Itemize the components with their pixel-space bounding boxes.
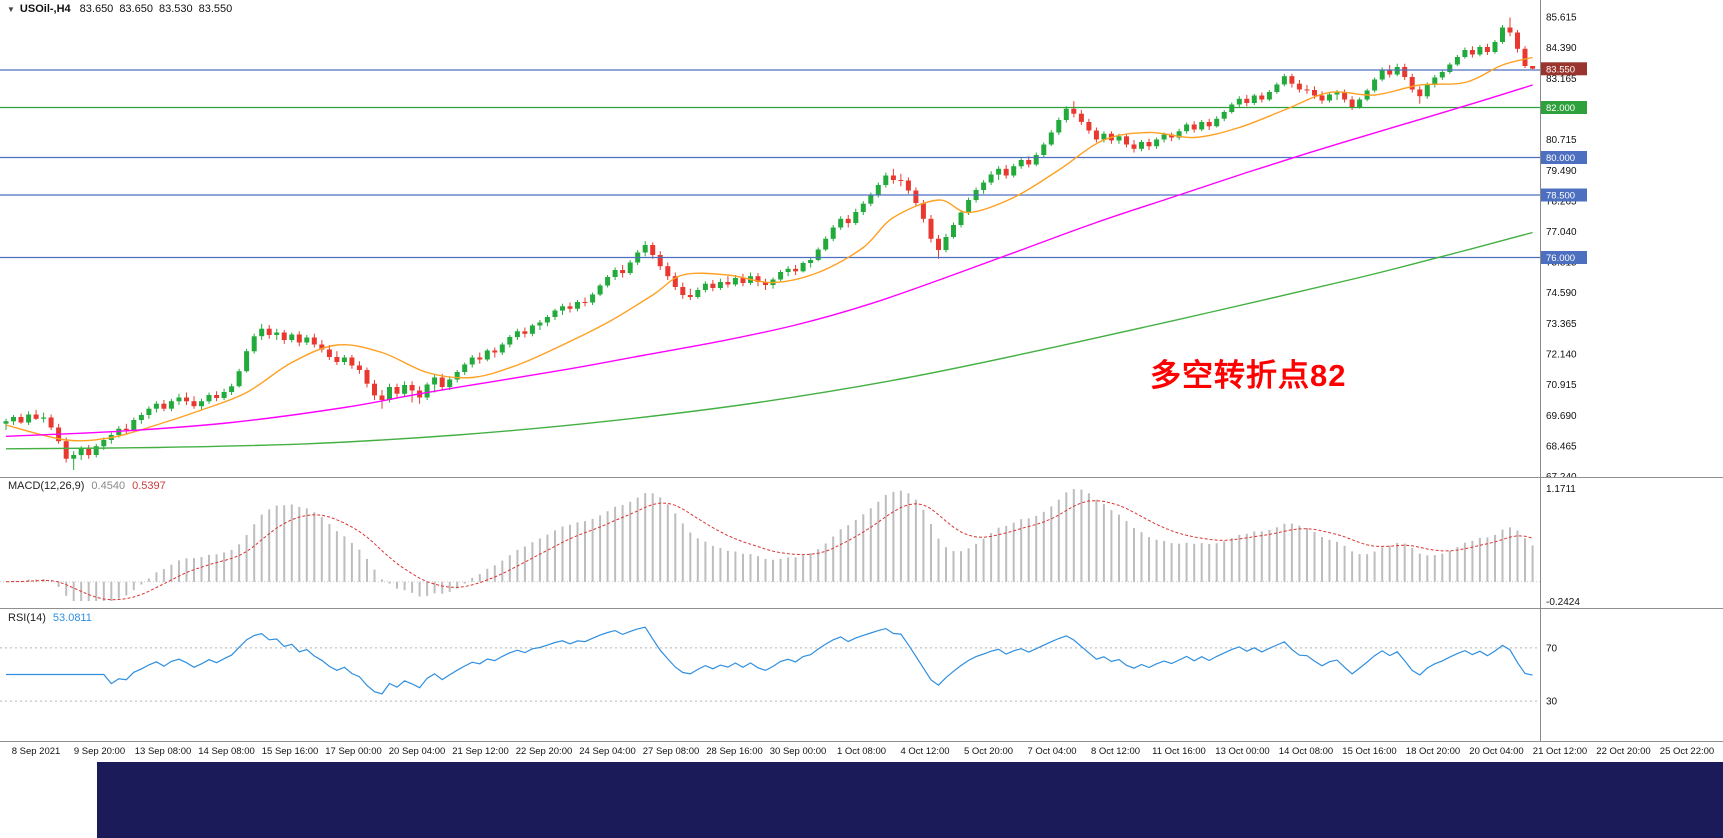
- candles: [3, 17, 1536, 470]
- price-badge: [1541, 251, 1587, 264]
- price-axis: 85.615 84.390 83.165 80.715 79.490 78.265 77.0…: [1541, 13, 1587, 478]
- svg-text:83.550: 83.550: [1546, 64, 1575, 75]
- moving-average-lines: [5, 56, 1533, 450]
- time-label: 22 Sep 20:00: [515, 746, 573, 757]
- time-label: 15 Oct 16:00: [1342, 746, 1397, 757]
- symbol-timeframe-label: USOil-,H4: [19, 3, 71, 15]
- svg-text:69.690: 69.690: [1546, 411, 1577, 422]
- price-badge: [1541, 151, 1587, 164]
- macd-name: MACD(12,26,9): [8, 480, 85, 492]
- time-label: 30 Sep 00:00: [769, 746, 827, 757]
- svg-text:78.500: 78.500: [1546, 191, 1575, 202]
- svg-text:83.165: 83.165: [1546, 74, 1577, 85]
- time-label: 11 Oct 16:00: [1152, 746, 1206, 757]
- time-label: 14 Sep 08:00: [198, 746, 255, 757]
- time-label: 13 Oct 00:00: [1215, 746, 1270, 757]
- svg-text:68.465: 68.465: [1546, 441, 1577, 452]
- time-label: 22 Oct 20:00: [1596, 746, 1651, 757]
- time-label: 4 Oct 12:00: [900, 746, 950, 757]
- time-label: 17 Sep 00:00: [325, 746, 382, 757]
- time-label: 14 Oct 08:00: [1278, 746, 1334, 757]
- chart-header: ▼ USOil-,H4 83.650 83.650 83.530 83.550: [7, 3, 232, 15]
- ohlc-low: 83.530: [158, 3, 193, 15]
- time-label: 27 Sep 08:00: [642, 746, 700, 757]
- macd-indicator-label: MACD(12,26,9) 0.4540 0.5397: [8, 480, 166, 492]
- rsi-chart-canvas[interactable]: 70 30: [0, 608, 1723, 741]
- svg-text:67.240: 67.240: [1546, 472, 1577, 478]
- macd-main-value: 0.4540: [91, 480, 126, 492]
- ohlc-high: 83.650: [119, 3, 153, 15]
- svg-text:78.265: 78.265: [1546, 196, 1577, 207]
- time-label: 15 Sep 16:00: [261, 746, 319, 757]
- svg-text:73.365: 73.365: [1546, 319, 1577, 330]
- time-label: 9 Sep 20:00: [73, 746, 126, 757]
- price-badge: [1541, 101, 1587, 114]
- rsi-line: [6, 626, 1533, 695]
- time-label: 24 Sep 04:00: [579, 746, 636, 757]
- macd-chart-canvas[interactable]: 1.1711 -0.2424: [0, 477, 1723, 608]
- svg-text:-0.2424: -0.2424: [1546, 597, 1580, 608]
- svg-text:74.590: 74.590: [1546, 288, 1577, 299]
- svg-text:72.140: 72.140: [1546, 350, 1577, 361]
- svg-text:82.000: 82.000: [1546, 103, 1575, 114]
- svg-text:30: 30: [1546, 697, 1558, 708]
- time-axis[interactable]: 8 Sep 2021 9 Sep 20:00 13 Sep 08:00 14 Sep …: [0, 741, 1723, 762]
- macd-signal-line: [5, 500, 1533, 601]
- horizontal-levels: [0, 69, 1540, 259]
- time-label: 28 Sep 16:00: [706, 746, 763, 757]
- macd-signal-value: 0.5397: [132, 480, 166, 492]
- svg-text:76.000: 76.000: [1546, 253, 1575, 264]
- svg-text:70.915: 70.915: [1546, 380, 1577, 391]
- time-label: 8 Oct 12:00: [1090, 746, 1141, 757]
- time-label: 20 Sep 04:00: [388, 746, 446, 757]
- symbol-dropdown-icon[interactable]: ▼: [7, 4, 15, 14]
- ohlc-close: 83.550: [198, 3, 233, 15]
- svg-text:84.390: 84.390: [1546, 43, 1577, 54]
- time-label: 1 Oct 08:00: [836, 746, 887, 757]
- price-chart-canvas[interactable]: 85.615 84.390 83.165 80.715 79.490 78.265 77.0…: [0, 0, 1723, 478]
- time-label: 21 Sep 12:00: [452, 746, 509, 757]
- time-label: 25 Oct 22:00: [1659, 746, 1715, 757]
- time-label: 18 Oct 20:00: [1405, 746, 1461, 757]
- rsi-name: RSI(14): [8, 612, 46, 624]
- macd-histogram: [12, 489, 1534, 601]
- svg-text:85.615: 85.615: [1546, 13, 1577, 24]
- time-label: 8 Sep 2021: [11, 746, 61, 757]
- time-label: 5 Oct 20:00: [963, 746, 1014, 757]
- ma-medium-magenta: [5, 84, 1533, 437]
- bottom-taskbar: [97, 762, 1723, 838]
- time-label: 21 Oct 12:00: [1532, 746, 1588, 757]
- svg-text:77.040: 77.040: [1546, 227, 1577, 238]
- svg-text:79.490: 79.490: [1546, 166, 1577, 177]
- price-badge: [1541, 62, 1587, 76]
- ohlc-open: 83.650: [79, 3, 114, 15]
- ohlc-values: 83.650 83.650 83.530 83.550: [80, 3, 233, 15]
- time-label: 13 Sep 08:00: [134, 746, 192, 757]
- price-badge: [1541, 188, 1587, 202]
- ma-slow-green: [5, 231, 1533, 450]
- svg-text:1.1711: 1.1711: [1546, 484, 1576, 495]
- time-label: 20 Oct 04:00: [1469, 746, 1524, 757]
- rsi-indicator-label: RSI(14) 53.0811: [8, 612, 92, 624]
- rsi-value: 53.0811: [52, 612, 92, 624]
- svg-text:80.000: 80.000: [1546, 153, 1575, 164]
- svg-text:80.715: 80.715: [1546, 135, 1577, 146]
- svg-text:70: 70: [1546, 643, 1558, 654]
- time-label: 7 Oct 04:00: [1027, 746, 1077, 757]
- ma-fast-orange: [5, 56, 1533, 442]
- annotation-text: 多空转折点82: [1150, 358, 1347, 393]
